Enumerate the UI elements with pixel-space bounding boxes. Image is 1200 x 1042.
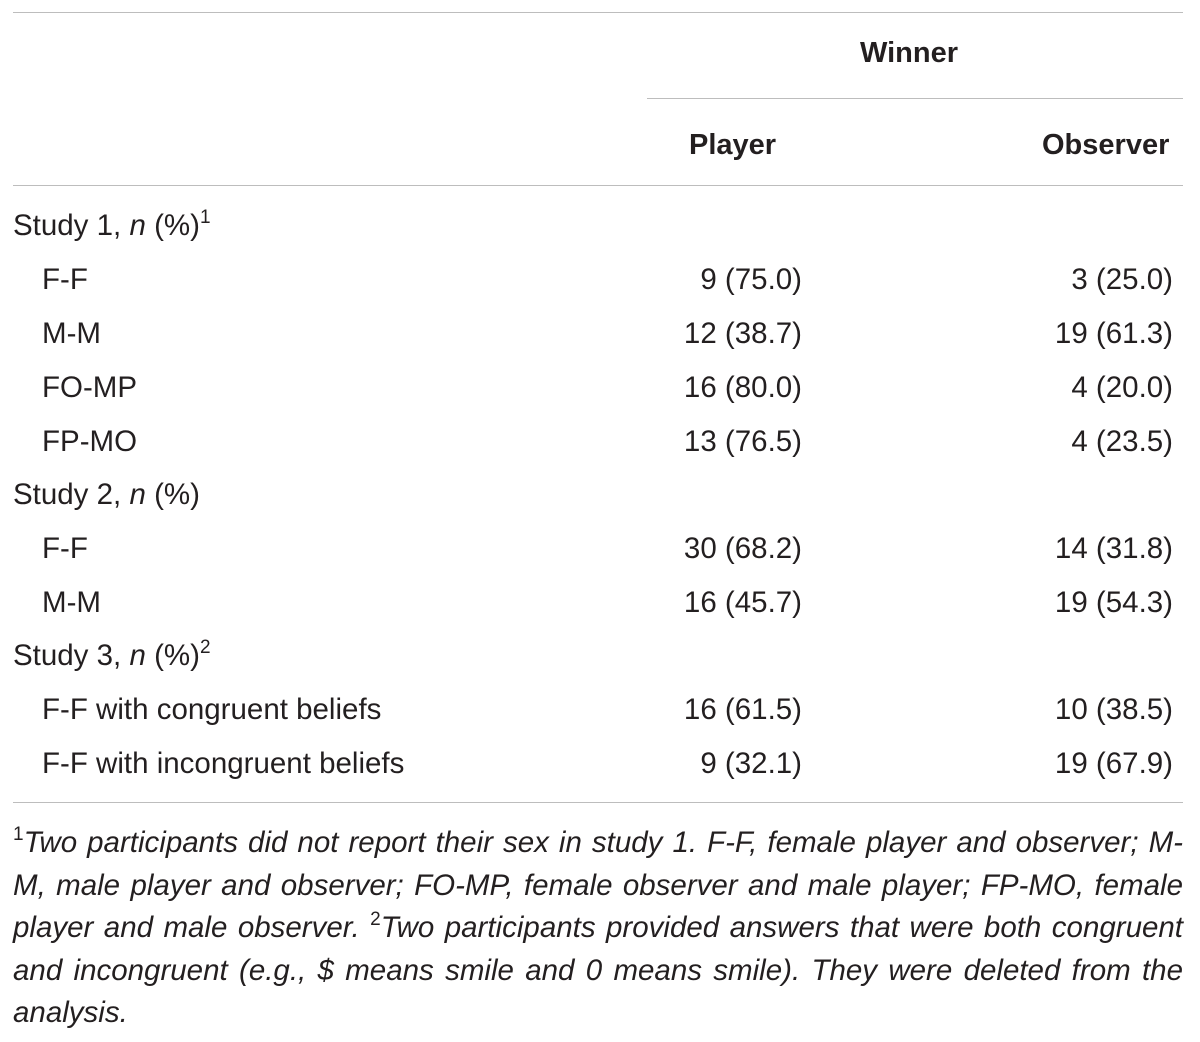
observer-value: 19 (61.3) [1054,317,1173,350]
observer-value: 19 (54.3) [1054,586,1173,619]
section-label: Study 1, n (%)1 [13,207,211,242]
player-value: 16 (45.7) [683,586,802,619]
row-label: F-F with incongruent beliefs [42,747,405,780]
player-value: 9 (75.0) [700,263,802,296]
player-value: 30 (68.2) [683,532,802,565]
header-player: Player [689,129,777,161]
table-row-study2: Study 2, n (%) [0,477,1200,531]
header-rule [13,185,1183,186]
header-observer: Observer [1042,129,1170,161]
table-footnote: 1Two participants did not report their s… [13,824,1183,1029]
group-rule [647,98,1183,99]
section-label: Study 2, n (%) [13,478,200,511]
section-label: Study 3, n (%)2 [13,637,211,672]
observer-value: 14 (31.8) [1054,532,1173,565]
table-row: F-F 9 (75.0) 3 (25.0) [0,262,1200,316]
player-value: 13 (76.5) [683,425,802,458]
row-label: FO-MP [42,371,138,404]
row-label: M-M [42,317,101,350]
table-row: FO-MP 16 (80.0) 4 (20.0) [0,370,1200,424]
observer-value: 3 (25.0) [1071,263,1173,296]
header-winner: Winner [860,37,959,69]
player-value: 16 (80.0) [683,371,802,404]
observer-value: 4 (20.0) [1071,371,1173,404]
player-value: 12 (38.7) [683,317,802,350]
row-label: F-F with congruent beliefs [42,693,382,726]
body-bottom-rule [13,802,1183,803]
observer-value: 19 (67.9) [1054,747,1173,780]
row-label: M-M [42,586,101,619]
table-row: F-F with congruent beliefs 16 (61.5) 10 … [0,692,1200,746]
player-value: 16 (61.5) [683,693,802,726]
top-rule [13,12,1183,13]
table-row-study1: Study 1, n (%)1 [0,208,1200,262]
table-row: F-F with incongruent beliefs 9 (32.1) 19… [0,746,1200,800]
observer-value: 10 (38.5) [1054,693,1173,726]
player-value: 9 (32.1) [700,747,802,780]
observer-value: 4 (23.5) [1071,425,1173,458]
table-row: M-M 12 (38.7) 19 (61.3) [0,316,1200,370]
table-row: F-F 30 (68.2) 14 (31.8) [0,531,1200,585]
table-row-study3: Study 3, n (%)2 [0,638,1200,692]
table-row: FP-MO 13 (76.5) 4 (23.5) [0,424,1200,478]
row-label: FP-MO [42,425,138,458]
row-label: F-F [42,263,88,296]
table-row: M-M 16 (45.7) 19 (54.3) [0,585,1200,639]
row-label: F-F [42,532,88,565]
